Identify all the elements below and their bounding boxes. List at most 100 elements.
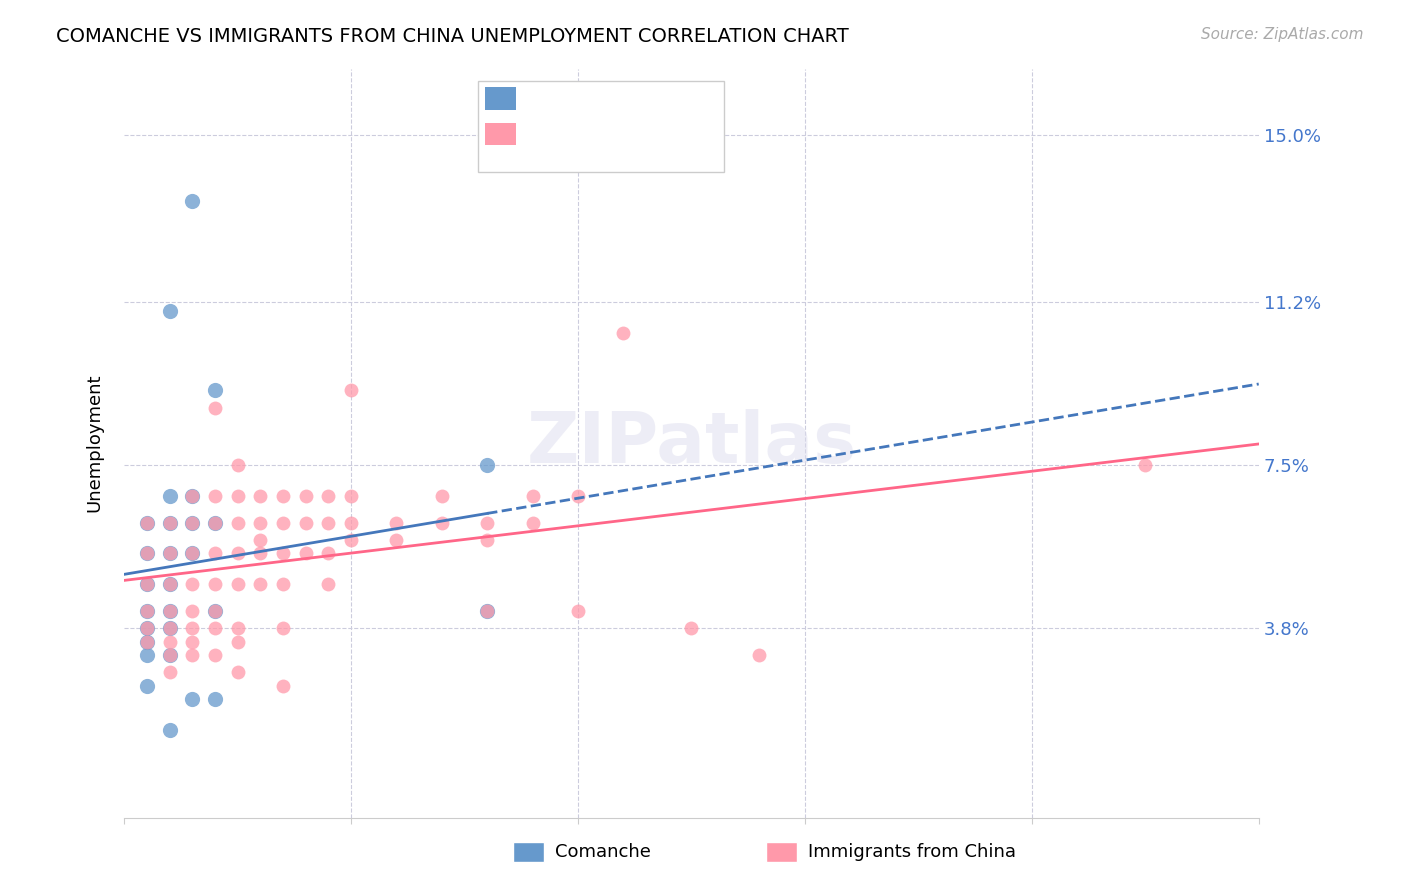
Point bbox=[477, 604, 499, 618]
Point bbox=[135, 516, 157, 530]
Point bbox=[226, 621, 249, 635]
Point bbox=[340, 516, 363, 530]
Point bbox=[477, 516, 499, 530]
Point bbox=[477, 533, 499, 548]
Point bbox=[181, 546, 204, 560]
Point bbox=[294, 516, 316, 530]
Text: N = 28: N = 28 bbox=[633, 89, 700, 107]
Point bbox=[318, 577, 340, 591]
Point bbox=[249, 546, 271, 560]
Point bbox=[135, 604, 157, 618]
Point bbox=[181, 516, 204, 530]
Point bbox=[135, 621, 157, 635]
Y-axis label: Unemployment: Unemployment bbox=[86, 374, 103, 513]
Text: Comanche: Comanche bbox=[555, 843, 651, 861]
Point bbox=[159, 665, 181, 680]
Point bbox=[567, 604, 589, 618]
Text: R = -0.142: R = -0.142 bbox=[527, 89, 636, 107]
Point bbox=[181, 648, 204, 662]
Point bbox=[204, 516, 226, 530]
Point bbox=[181, 692, 204, 706]
Point bbox=[226, 458, 249, 473]
Point bbox=[204, 692, 226, 706]
Point bbox=[204, 648, 226, 662]
Point bbox=[477, 604, 499, 618]
Point bbox=[159, 516, 181, 530]
Point bbox=[181, 194, 204, 208]
Text: COMANCHE VS IMMIGRANTS FROM CHINA UNEMPLOYMENT CORRELATION CHART: COMANCHE VS IMMIGRANTS FROM CHINA UNEMPL… bbox=[56, 27, 849, 45]
Point bbox=[181, 489, 204, 503]
Point bbox=[159, 304, 181, 318]
Point bbox=[249, 489, 271, 503]
Point bbox=[159, 577, 181, 591]
Point bbox=[226, 516, 249, 530]
Point bbox=[181, 546, 204, 560]
Text: N = 75: N = 75 bbox=[633, 125, 700, 143]
Point bbox=[181, 634, 204, 648]
Point bbox=[318, 489, 340, 503]
Point bbox=[135, 634, 157, 648]
Text: Immigrants from China: Immigrants from China bbox=[808, 843, 1017, 861]
Point bbox=[1135, 458, 1157, 473]
Point bbox=[226, 577, 249, 591]
Point bbox=[204, 489, 226, 503]
Point bbox=[249, 577, 271, 591]
Point bbox=[159, 604, 181, 618]
Point bbox=[385, 533, 408, 548]
Point bbox=[135, 604, 157, 618]
Point bbox=[522, 516, 544, 530]
Point bbox=[204, 384, 226, 398]
Point bbox=[430, 489, 453, 503]
Point bbox=[159, 577, 181, 591]
Point bbox=[181, 604, 204, 618]
Point bbox=[249, 516, 271, 530]
Point bbox=[748, 648, 770, 662]
Point bbox=[135, 546, 157, 560]
Point bbox=[159, 648, 181, 662]
Point bbox=[271, 577, 294, 591]
Point bbox=[226, 634, 249, 648]
Point bbox=[522, 489, 544, 503]
Point bbox=[204, 401, 226, 415]
Point bbox=[159, 489, 181, 503]
Point bbox=[159, 634, 181, 648]
Point bbox=[135, 648, 157, 662]
Point bbox=[271, 489, 294, 503]
Point bbox=[135, 546, 157, 560]
Point bbox=[477, 458, 499, 473]
Point bbox=[318, 516, 340, 530]
Point bbox=[159, 723, 181, 737]
Point bbox=[249, 533, 271, 548]
Point bbox=[271, 546, 294, 560]
Point bbox=[159, 621, 181, 635]
Point bbox=[159, 648, 181, 662]
Text: ZIPatlas: ZIPatlas bbox=[526, 409, 856, 478]
Point bbox=[340, 489, 363, 503]
Point bbox=[385, 516, 408, 530]
Point bbox=[226, 489, 249, 503]
Point bbox=[159, 546, 181, 560]
Point bbox=[567, 489, 589, 503]
Point bbox=[226, 546, 249, 560]
Point bbox=[135, 621, 157, 635]
Point bbox=[181, 621, 204, 635]
Point bbox=[181, 577, 204, 591]
Point bbox=[612, 326, 634, 340]
Point bbox=[204, 546, 226, 560]
Point bbox=[159, 621, 181, 635]
Point bbox=[294, 489, 316, 503]
Point bbox=[204, 604, 226, 618]
Point bbox=[340, 384, 363, 398]
Point bbox=[271, 516, 294, 530]
Text: R =  0.181: R = 0.181 bbox=[527, 125, 636, 143]
Point bbox=[135, 679, 157, 693]
Point bbox=[430, 516, 453, 530]
Point bbox=[159, 516, 181, 530]
Point bbox=[294, 546, 316, 560]
Text: Source: ZipAtlas.com: Source: ZipAtlas.com bbox=[1201, 27, 1364, 42]
Point bbox=[135, 577, 157, 591]
Point bbox=[159, 546, 181, 560]
Point bbox=[318, 546, 340, 560]
Point bbox=[204, 577, 226, 591]
Point bbox=[271, 679, 294, 693]
